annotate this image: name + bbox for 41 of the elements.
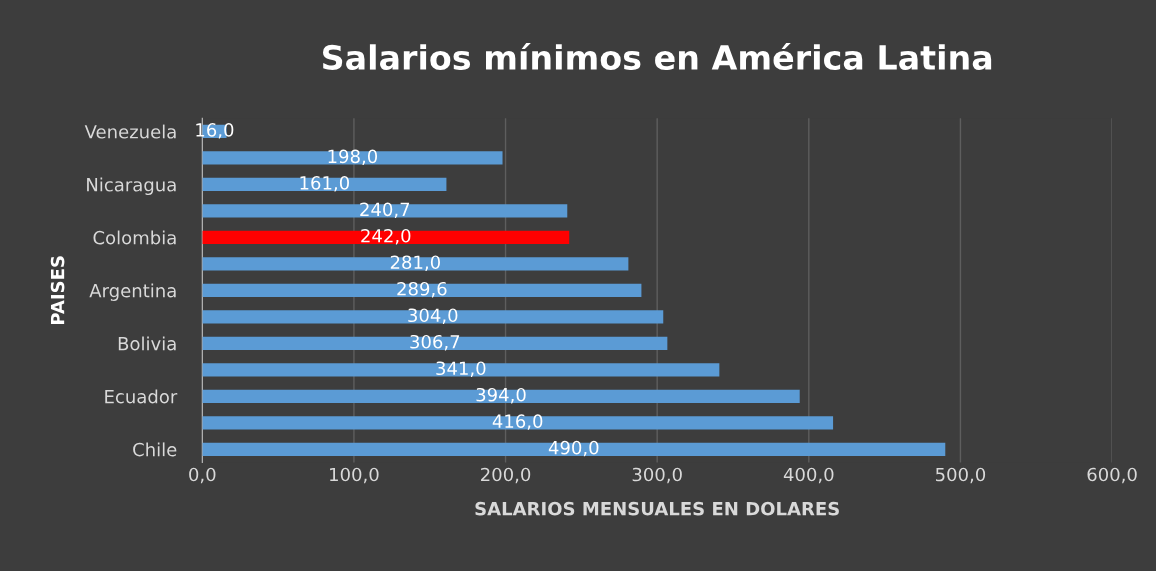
bar	[202, 363, 720, 377]
bar	[202, 177, 447, 192]
data-label: 304,0	[408, 308, 458, 324]
bar	[202, 310, 664, 324]
data-label: 341,0	[436, 361, 486, 377]
x-tick-label: 100,0	[330, 467, 379, 484]
data-label: 416,0	[492, 414, 543, 430]
data-label: 490,0	[548, 440, 599, 457]
y-tick-label: Venezuela	[84, 124, 176, 139]
x-axis-title: SALARIOS MENSUALES EN DOLARES	[475, 501, 839, 516]
bar	[202, 442, 946, 456]
y-tick-label: Bolivia	[118, 336, 176, 351]
bar	[202, 230, 570, 244]
data-label: 306,7	[410, 334, 460, 351]
data-label: 289,6	[397, 281, 447, 298]
chart-title: Salarios mínimos en América Latina	[323, 42, 992, 71]
data-label: 161,0	[300, 175, 350, 192]
y-tick-label: Chile	[133, 442, 177, 457]
bar	[202, 389, 800, 403]
data-label: 242,0	[361, 228, 411, 245]
x-tick-label: 600,0	[1087, 467, 1137, 484]
bar	[202, 151, 503, 165]
data-label: 198,0	[328, 149, 378, 166]
x-tick-label: 500,0	[935, 467, 986, 484]
y-tick-label: Argentina	[89, 283, 176, 301]
data-label: 240,7	[360, 202, 410, 218]
x-tick-label: 400,0	[783, 467, 834, 484]
data-label: 394,0	[476, 387, 526, 404]
bar	[202, 416, 834, 430]
x-tick-label: 300,0	[632, 467, 682, 484]
y-tick-label: Colombia	[93, 230, 176, 245]
bar	[202, 336, 668, 350]
x-tick-label: 200,0	[481, 467, 531, 484]
data-label: 281,0	[390, 255, 440, 271]
y-tick-label: Ecuador	[105, 389, 178, 404]
x-tick-label: 0,0	[189, 467, 216, 484]
bar	[202, 204, 568, 218]
bar	[202, 283, 642, 297]
bar	[202, 257, 629, 271]
y-tick-label: Nicaragua	[87, 177, 176, 196]
y-axis-title: PAISES	[50, 256, 65, 324]
